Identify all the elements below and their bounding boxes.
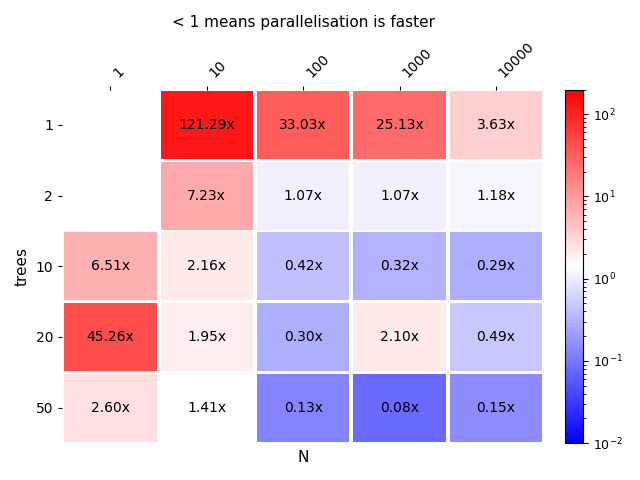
Text: 0.13x: 0.13x	[284, 401, 323, 415]
Text: 33.03x: 33.03x	[280, 118, 327, 132]
Y-axis label: trees: trees	[15, 247, 30, 286]
Bar	[62, 89, 159, 160]
Text: 0.49x: 0.49x	[476, 330, 515, 344]
Text: 1.18x: 1.18x	[476, 189, 516, 203]
Text: 2.16x: 2.16x	[188, 259, 227, 273]
Text: 0.30x: 0.30x	[284, 330, 323, 344]
Bar	[161, 303, 253, 371]
Bar	[450, 162, 542, 229]
Title: < 1 means parallelisation is faster: < 1 means parallelisation is faster	[172, 15, 435, 30]
Text: 1.07x: 1.07x	[284, 189, 323, 203]
Text: 1.95x: 1.95x	[188, 330, 227, 344]
Bar	[161, 374, 253, 442]
Text: 2.60x: 2.60x	[91, 401, 130, 415]
Bar	[450, 374, 542, 442]
Text: 1.07x: 1.07x	[380, 189, 419, 203]
Text: 45.26x: 45.26x	[86, 330, 134, 344]
Bar	[450, 303, 542, 371]
Bar	[353, 232, 446, 300]
Bar	[161, 162, 253, 229]
Text: 0.08x: 0.08x	[380, 401, 419, 415]
Text: 1.41x: 1.41x	[188, 401, 227, 415]
Bar	[257, 303, 349, 371]
Bar	[161, 232, 253, 300]
Text: 0.15x: 0.15x	[476, 401, 515, 415]
Text: 3.63x: 3.63x	[476, 118, 515, 132]
Bar	[64, 232, 157, 300]
Text: 6.51x: 6.51x	[91, 259, 130, 273]
Bar	[353, 374, 446, 442]
Bar	[257, 232, 349, 300]
Bar	[161, 91, 253, 159]
Bar	[64, 374, 157, 442]
Text: 25.13x: 25.13x	[376, 118, 424, 132]
Bar	[450, 232, 542, 300]
Text: 0.29x: 0.29x	[476, 259, 515, 273]
Bar	[450, 91, 542, 159]
Bar	[353, 91, 446, 159]
Bar	[64, 303, 157, 371]
Text: 121.29x: 121.29x	[179, 118, 235, 132]
Bar	[257, 374, 349, 442]
Text: 2.10x: 2.10x	[380, 330, 419, 344]
Text: 7.23x: 7.23x	[188, 189, 226, 203]
Bar	[257, 162, 349, 229]
Bar	[353, 303, 446, 371]
Text: 0.32x: 0.32x	[380, 259, 419, 273]
Bar	[62, 160, 159, 231]
Bar	[353, 162, 446, 229]
Bar	[257, 91, 349, 159]
X-axis label: N: N	[298, 450, 309, 465]
Text: 0.42x: 0.42x	[284, 259, 323, 273]
